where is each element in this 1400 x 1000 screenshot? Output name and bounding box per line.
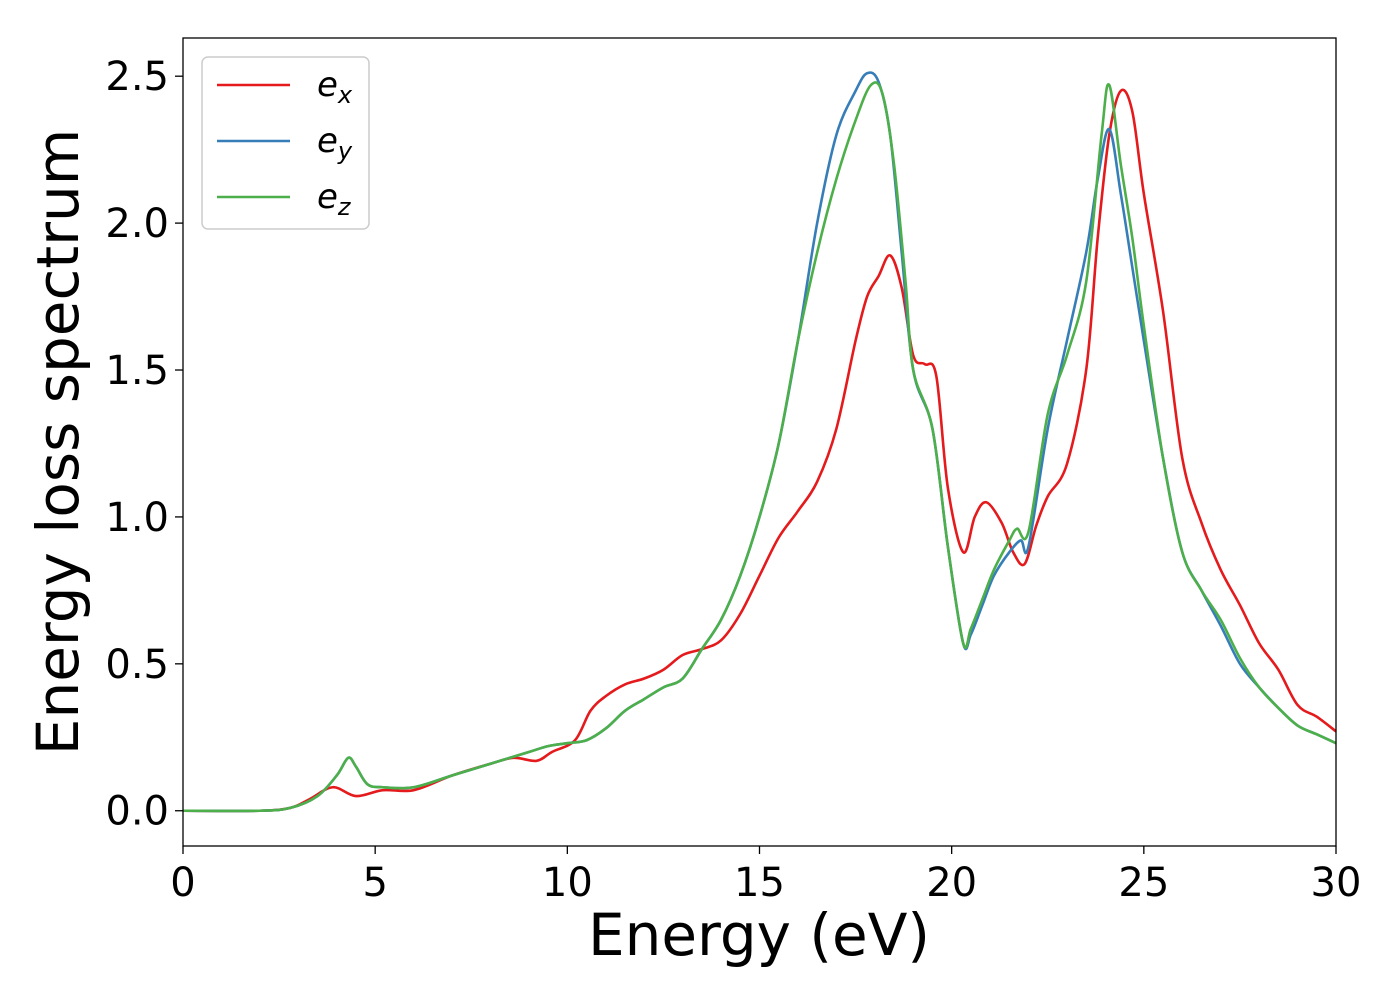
y-axis-label: Energy loss spectrum <box>24 129 92 755</box>
series-line-ez <box>182 81 1337 813</box>
series-line-ex <box>182 88 1337 813</box>
x-axis: 0 5 10 15 20 25 30 <box>170 846 1361 906</box>
series-layer <box>182 71 1337 813</box>
y-tick-label: 1.0 <box>105 495 169 541</box>
x-axis-label: Energy (eV) <box>588 901 930 969</box>
x-tick-label: 5 <box>362 860 387 906</box>
x-tick-label: 10 <box>542 860 593 906</box>
y-tick-label: 2.5 <box>105 54 169 100</box>
legend-label-ex: ex <box>317 65 353 109</box>
legend-label-ey: ey <box>317 121 353 165</box>
x-tick-label: 20 <box>926 860 977 906</box>
y-tick-label: 2.0 <box>105 201 169 247</box>
x-tick-label: 0 <box>170 860 195 906</box>
y-tick-label: 1.5 <box>105 348 169 394</box>
legend-label-ez: ez <box>317 177 352 221</box>
y-tick-label: 0.0 <box>105 789 169 835</box>
y-tick-label: 0.5 <box>105 642 169 688</box>
legend: ex ey ez <box>201 56 370 230</box>
plot-background <box>183 38 1336 846</box>
legend-box <box>201 56 370 230</box>
x-tick-label: 25 <box>1118 860 1169 906</box>
x-tick-label: 15 <box>734 860 785 906</box>
y-axis: 0.0 0.5 1.0 1.5 2.0 2.5 <box>105 54 183 835</box>
x-tick-label: 30 <box>1311 860 1362 906</box>
